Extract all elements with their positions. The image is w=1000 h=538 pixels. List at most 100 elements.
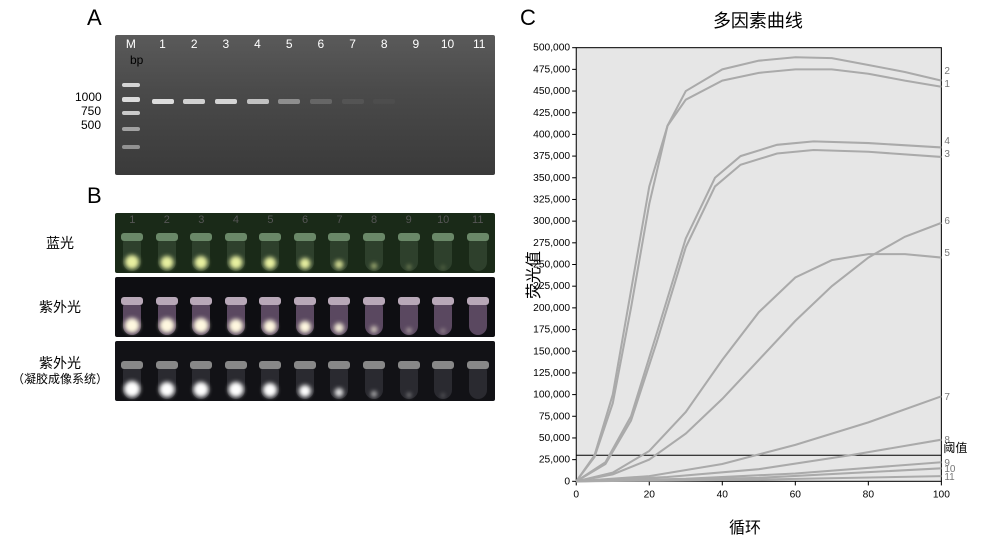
svg-text:200,000: 200,000 — [533, 303, 570, 314]
sample-band — [310, 99, 332, 104]
svg-text:450,000: 450,000 — [533, 86, 570, 97]
svg-text:20: 20 — [644, 490, 656, 501]
tube — [467, 233, 489, 271]
series-label: 3 — [944, 149, 950, 160]
tube-row: 蓝光1234567891011 — [5, 213, 515, 273]
ladder-band — [122, 111, 140, 115]
lane-header: 9 — [400, 37, 432, 51]
ladder-band — [122, 127, 140, 131]
svg-text:175,000: 175,000 — [533, 325, 570, 336]
svg-text:50,000: 50,000 — [539, 433, 571, 444]
tube-row-label: 紫外光（凝胶成像系统） — [5, 355, 115, 386]
tube — [156, 233, 178, 271]
panel-a: A M1234567891011 bp 1000 750 500 — [5, 5, 515, 175]
lane-header: 5 — [273, 37, 305, 51]
tube — [156, 361, 178, 399]
svg-text:400,000: 400,000 — [533, 129, 570, 140]
svg-text:125,000: 125,000 — [533, 368, 570, 379]
tube-row: 紫外光（凝胶成像系统） — [5, 341, 515, 401]
ladder-band — [122, 97, 140, 102]
ladder-band — [122, 145, 140, 149]
tube — [259, 233, 281, 271]
svg-text:375,000: 375,000 — [533, 151, 570, 162]
gel-a-image: M1234567891011 — [115, 35, 495, 175]
lane-header: 1 — [147, 37, 179, 51]
sample-band — [152, 99, 174, 104]
panel-b-label: B — [87, 183, 515, 209]
series-label: 2 — [944, 66, 950, 77]
sample-band — [342, 99, 364, 104]
x-axis-label: 循环 — [520, 514, 970, 538]
lane-header: 2 — [178, 37, 210, 51]
svg-text:325,000: 325,000 — [533, 195, 570, 206]
threshold-label: 阈值 — [943, 439, 967, 456]
tube — [432, 297, 454, 335]
svg-text:150,000: 150,000 — [533, 346, 570, 357]
tube — [328, 361, 350, 399]
series-label: 4 — [944, 136, 950, 147]
sample-band — [183, 99, 205, 104]
lane-header: 11 — [463, 37, 495, 51]
tube — [328, 233, 350, 271]
tube — [363, 233, 385, 271]
series-label: 5 — [944, 248, 950, 259]
svg-text:275,000: 275,000 — [533, 238, 570, 249]
panel-c-label: C — [520, 5, 536, 31]
tube — [467, 361, 489, 399]
series-label: 6 — [944, 216, 950, 227]
panel-b: B 蓝光1234567891011 紫外光紫外光（凝胶成像系统） — [5, 183, 515, 405]
tube — [259, 361, 281, 399]
tube — [398, 361, 420, 399]
tube — [156, 297, 178, 335]
svg-text:100: 100 — [933, 490, 950, 501]
svg-text:80: 80 — [863, 490, 875, 501]
tube-row: 紫外光 — [5, 277, 515, 337]
tube — [363, 361, 385, 399]
lane-header: 4 — [242, 37, 274, 51]
lane-header: 8 — [368, 37, 400, 51]
tube — [294, 233, 316, 271]
svg-text:40: 40 — [717, 490, 729, 501]
tube — [328, 297, 350, 335]
panel-a-label: A — [87, 5, 515, 31]
tube — [190, 361, 212, 399]
svg-text:0: 0 — [564, 476, 570, 487]
sample-band — [247, 99, 269, 104]
lane-header: 6 — [305, 37, 337, 51]
chart-svg: 025,00050,00075,000100,000125,000150,000… — [520, 37, 970, 512]
chart-area: 荧光值 025,00050,00075,000100,000125,000150… — [520, 37, 970, 512]
tube-strip — [115, 277, 495, 337]
tube — [225, 297, 247, 335]
tube — [467, 297, 489, 335]
tube — [121, 297, 143, 335]
y-axis-label: 荧光值 — [520, 251, 544, 299]
tube-strip: 1234567891011 — [115, 213, 495, 273]
tube — [294, 297, 316, 335]
tube — [432, 361, 454, 399]
tube — [398, 233, 420, 271]
chart-title: 多因素曲线 — [546, 7, 970, 33]
svg-text:425,000: 425,000 — [533, 108, 570, 119]
sample-band — [278, 99, 300, 104]
svg-text:75,000: 75,000 — [539, 411, 571, 422]
tube — [398, 297, 420, 335]
tube — [190, 233, 212, 271]
ladder-band — [122, 83, 140, 87]
tube — [121, 233, 143, 271]
svg-text:350,000: 350,000 — [533, 173, 570, 184]
tube — [190, 297, 212, 335]
tube — [432, 233, 454, 271]
tube — [259, 297, 281, 335]
tube — [225, 233, 247, 271]
lane-header: 10 — [432, 37, 464, 51]
bp-1000: 1000 — [75, 90, 102, 104]
gel-lane-headers: M1234567891011 — [115, 37, 495, 51]
right-column: C 多因素曲线 荧光值 025,00050,00075,000100,00012… — [520, 0, 1000, 535]
lane-header: 7 — [337, 37, 369, 51]
series-label: 11 — [944, 472, 954, 483]
svg-text:300,000: 300,000 — [533, 216, 570, 227]
tube-row-label: 紫外光 — [5, 299, 115, 316]
gel-a-wrap: M1234567891011 bp 1000 750 500 — [5, 35, 515, 175]
series-label: 7 — [944, 392, 950, 403]
tube-numbers: 1234567891011 — [115, 214, 495, 226]
